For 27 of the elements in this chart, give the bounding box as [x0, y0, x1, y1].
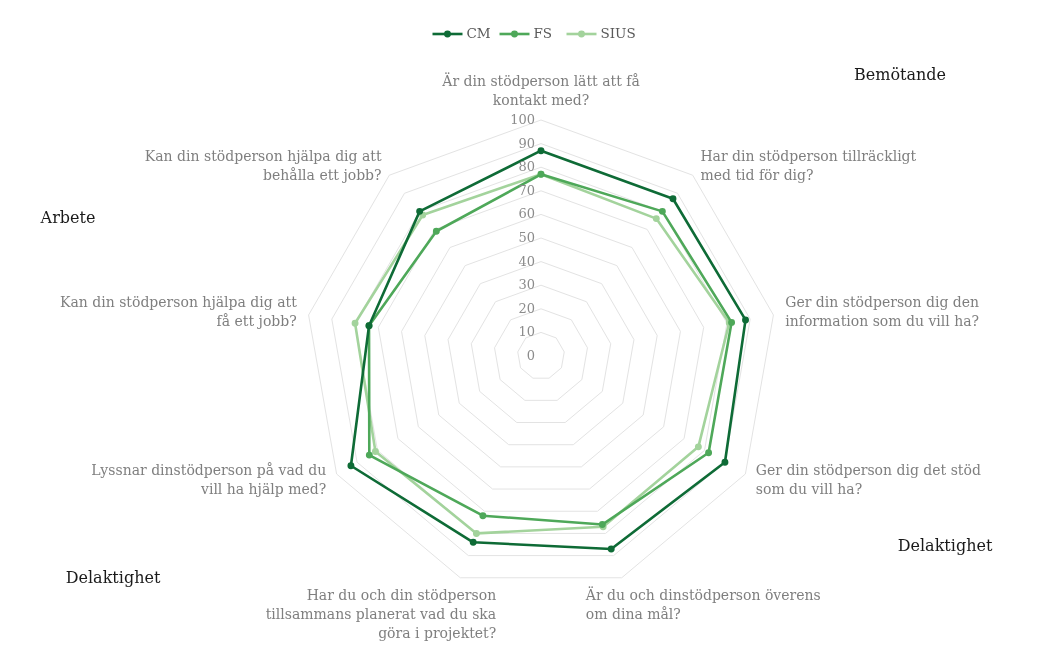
legend-label: CM — [466, 25, 491, 41]
y-tick-label: 50 — [518, 230, 535, 245]
y-tick-label: 0 — [526, 348, 535, 363]
text: Bemötande — [853, 65, 947, 84]
text: Arbete — [39, 208, 96, 227]
spoke-label: Ger din stödperson dig den information som du vill ha? — [785, 294, 980, 330]
y-tick-label: 20 — [518, 300, 535, 316]
y-tick-label: 70 — [518, 182, 535, 198]
spoke-label: Är du och dinstödperson överens om dina mål? — [584, 586, 821, 623]
y-tick-label: 40 — [518, 253, 535, 269]
spoke-label: Har din stödperson tillräckligt med tid för dig? — [700, 147, 917, 183]
y-tick-label: 90 — [518, 135, 535, 151]
y-tick-label: 80 — [518, 159, 535, 175]
y-tick-label: 60 — [518, 206, 535, 222]
text: Delaktighet — [897, 536, 993, 555]
legend-label: FS — [533, 25, 553, 41]
spoke-label: Ger din stödperson dig det stöd som du vill ha? — [755, 461, 981, 497]
spoke-label: Lyssnar dinstödperson på vad du vill ha hjälp med? — [91, 461, 327, 497]
spoke-label: Kan din stödperson hjälpa dig att behålla ett jobb? — [144, 147, 382, 183]
spoke-label: Kan din stödperson hjälpa dig att få ett jobb? — [59, 294, 298, 330]
legend-label: SIUS — [600, 25, 636, 41]
spoke-label: Har du och din stödperson tillsammans planerat vad du ska göra i projektet? — [265, 587, 497, 642]
y-tick-label: 30 — [518, 277, 535, 293]
y-tick-label: 10 — [518, 324, 535, 340]
y-tick-label: 100 — [510, 112, 535, 127]
text: Delaktighet — [65, 568, 161, 587]
spoke-label: Är din stödperson lätt att få kontakt med? — [441, 72, 640, 108]
